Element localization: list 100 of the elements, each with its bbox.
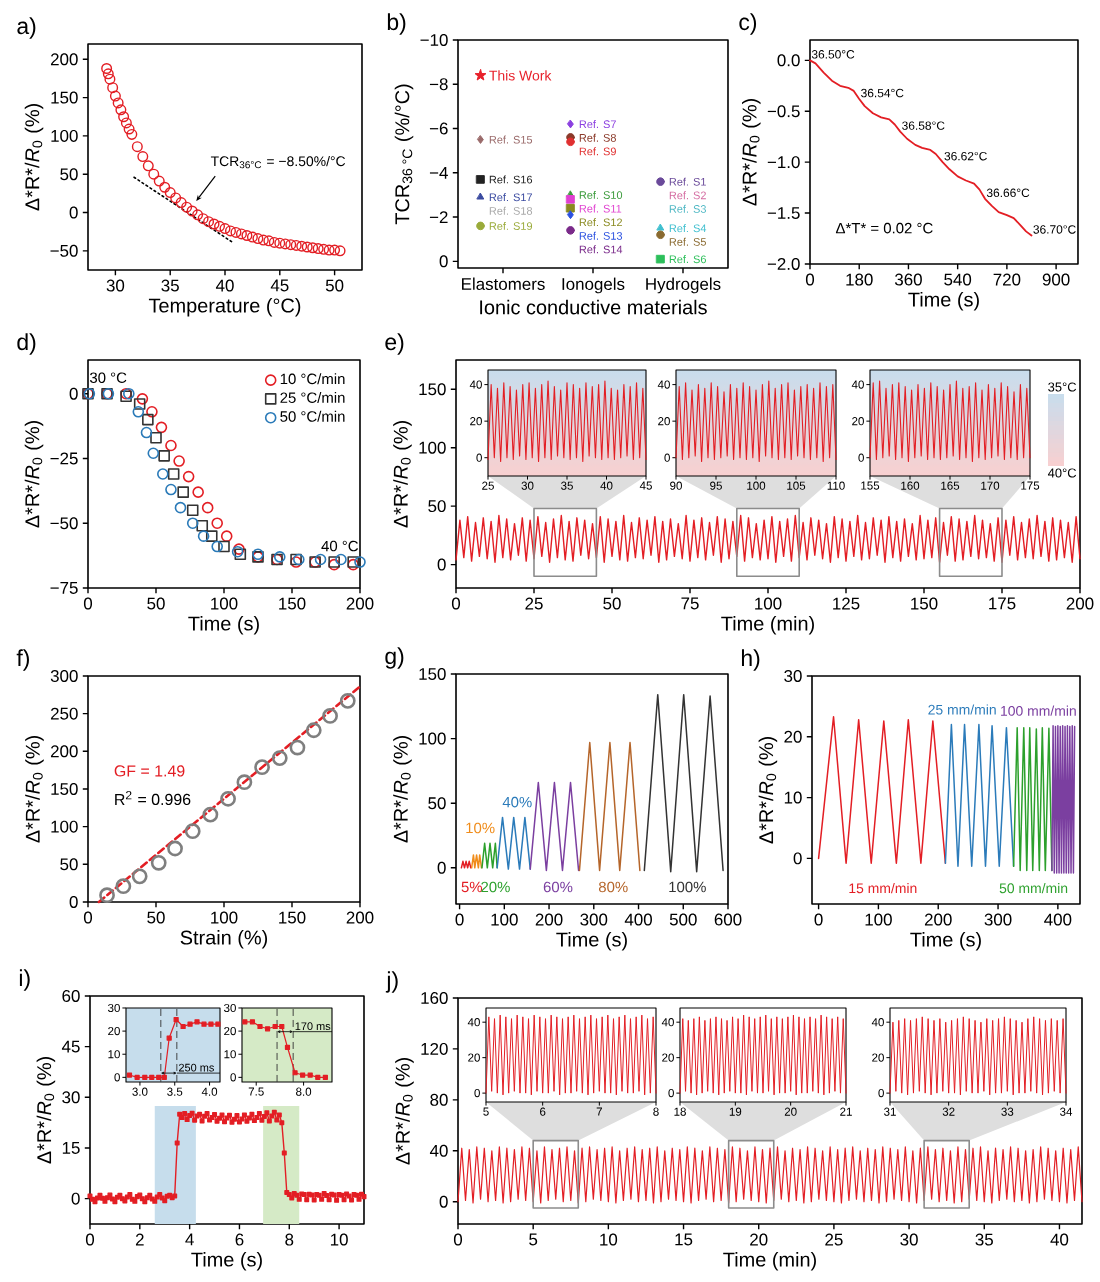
y-tick-label: 120 [421, 1042, 448, 1055]
y-tick-label: 100 [51, 129, 78, 142]
x-tick-label: 5 [529, 1233, 538, 1246]
x-tick-label: 50 [325, 279, 344, 292]
y-tick-label: 150 [51, 91, 78, 104]
y-tick-label: 50 [428, 797, 446, 810]
y-tick-label: 0 [437, 558, 446, 571]
x-tick-label: 0 [83, 597, 93, 610]
x-tick-label: 0 [83, 911, 93, 924]
x-tick-label: 360 [894, 273, 922, 286]
x-tick-label: 50 [147, 597, 165, 610]
x-tick-label: 180 [846, 273, 873, 286]
x-tick-label: 0 [451, 597, 461, 610]
y-tick-label: 50 [60, 858, 78, 871]
x-tick-label: 20 [750, 1233, 768, 1246]
y-tick-label: −10 [420, 34, 448, 46]
x-tick-label: 10 [600, 1233, 618, 1246]
y-tick-label: 0 [439, 1195, 448, 1208]
x-tick-label: Ionogels [562, 277, 625, 294]
y-tick-label: 250 [50, 707, 78, 720]
x-tick-label: 40 [1050, 1233, 1069, 1246]
y-tick-label: 15 [62, 1142, 80, 1154]
y-tick-label: −1.0 [767, 156, 800, 169]
x-tick-label: 25 [525, 597, 543, 610]
y-tick-label: 45 [61, 1040, 80, 1053]
chart-title: d) [17, 333, 36, 355]
y-tick-label: 10 [784, 791, 802, 804]
x-axis-title: Time (s) [556, 931, 627, 951]
x-tick-label: 35 [975, 1233, 993, 1246]
y-axis-title: Δ*R*/R$_{0}$ (%) [395, 1058, 414, 1165]
y-tick-label: 0 [69, 206, 78, 219]
x-axis-title: Time (min) [723, 1251, 816, 1271]
x-tick-label: Hydrogels [646, 277, 721, 294]
x-tick-label: 400 [624, 913, 652, 926]
x-axis-title: Time (s) [908, 291, 979, 311]
y-tick-label: 20 [784, 730, 802, 743]
x-tick-label: 900 [1042, 273, 1070, 286]
x-tick-label: 25 [825, 1233, 843, 1246]
x-tick-label: 2 [135, 1233, 144, 1246]
x-tick-label: 200 [346, 911, 374, 924]
y-tick-label: 0 [439, 255, 448, 268]
x-tick-label: 15 [675, 1233, 693, 1246]
chart-title: i) [19, 969, 30, 991]
y-tick-label: 100 [51, 820, 78, 833]
y-axis-title: Δ*R*/R$_{0}$ (%) [24, 421, 44, 528]
x-tick-label: 500 [669, 913, 697, 926]
y-tick-label: −25 [50, 452, 78, 465]
x-tick-label: 30 [900, 1233, 918, 1246]
y-tick-label: 50 [60, 168, 78, 181]
x-tick-label: 75 [681, 597, 699, 610]
x-tick-label: 300 [984, 913, 1012, 926]
x-tick-label: 720 [993, 273, 1021, 286]
x-tick-label: 35 [161, 279, 179, 292]
x-tick-label: 8 [285, 1233, 294, 1246]
x-tick-label: 100 [755, 597, 782, 610]
x-tick-label: 4 [185, 1233, 194, 1246]
chart-title: e) [385, 333, 404, 355]
y-tick-label: 0 [69, 387, 78, 400]
x-tick-label: 150 [279, 911, 306, 924]
y-tick-label: −6 [429, 122, 448, 135]
y-axis-title: Δ*R*/R$_{0}$ (%) [393, 421, 412, 528]
y-axis-title: Δ*R*/R$_{0}$ (%) [758, 737, 778, 844]
x-tick-label: 175 [989, 597, 1016, 610]
x-axis-title: Ionic conductive materials [480, 299, 707, 315]
chart-title: a) [17, 17, 36, 39]
y-tick-label: 50 [428, 500, 446, 513]
y-tick-label: 150 [51, 783, 78, 795]
y-tick-label: −0.5 [767, 105, 800, 118]
y-tick-label: −4 [429, 166, 448, 179]
y-tick-label: 30 [784, 670, 802, 682]
y-axis-title: TCR$_{36 °C}$ (%/°C) [394, 84, 414, 225]
x-tick-label: 50 [603, 597, 621, 610]
x-tick-label: 0 [814, 913, 823, 926]
x-tick-label: Elastomers [462, 277, 545, 291]
y-tick-label: 200 [50, 53, 78, 66]
y-tick-label: −1.5 [767, 207, 800, 219]
x-tick-label: 540 [944, 273, 972, 286]
y-axis-title: Δ*R*/R$_{0}$ (%) [24, 104, 44, 211]
x-tick-label: 150 [911, 597, 938, 610]
y-tick-label: −2.0 [767, 258, 800, 270]
y-tick-label: −50 [50, 517, 78, 530]
y-tick-label: 0.0 [777, 54, 800, 67]
y-axis-title: Δ*R*/R$_{0}$ (%) [36, 1057, 56, 1164]
x-tick-label: 100 [491, 913, 518, 926]
x-axis-title: Time (s) [188, 615, 259, 635]
x-tick-label: 200 [535, 913, 563, 926]
y-tick-label: 40 [429, 1144, 448, 1157]
x-axis-title: Temperature (°C) [148, 297, 301, 317]
y-tick-label: −8 [429, 78, 448, 91]
y-tick-label: −75 [50, 582, 78, 594]
x-tick-label: 50 [147, 911, 165, 924]
x-axis-title: Strain (%) [180, 929, 268, 949]
x-tick-label: 600 [714, 913, 742, 926]
x-axis-title: Time (min) [721, 615, 814, 635]
x-tick-label: 0 [805, 273, 815, 286]
y-tick-label: −50 [50, 244, 78, 257]
chart-title: b) [387, 13, 406, 35]
x-tick-label: 200 [1066, 597, 1094, 610]
x-tick-label: 6 [235, 1233, 244, 1246]
y-tick-label: 60 [62, 990, 80, 1002]
